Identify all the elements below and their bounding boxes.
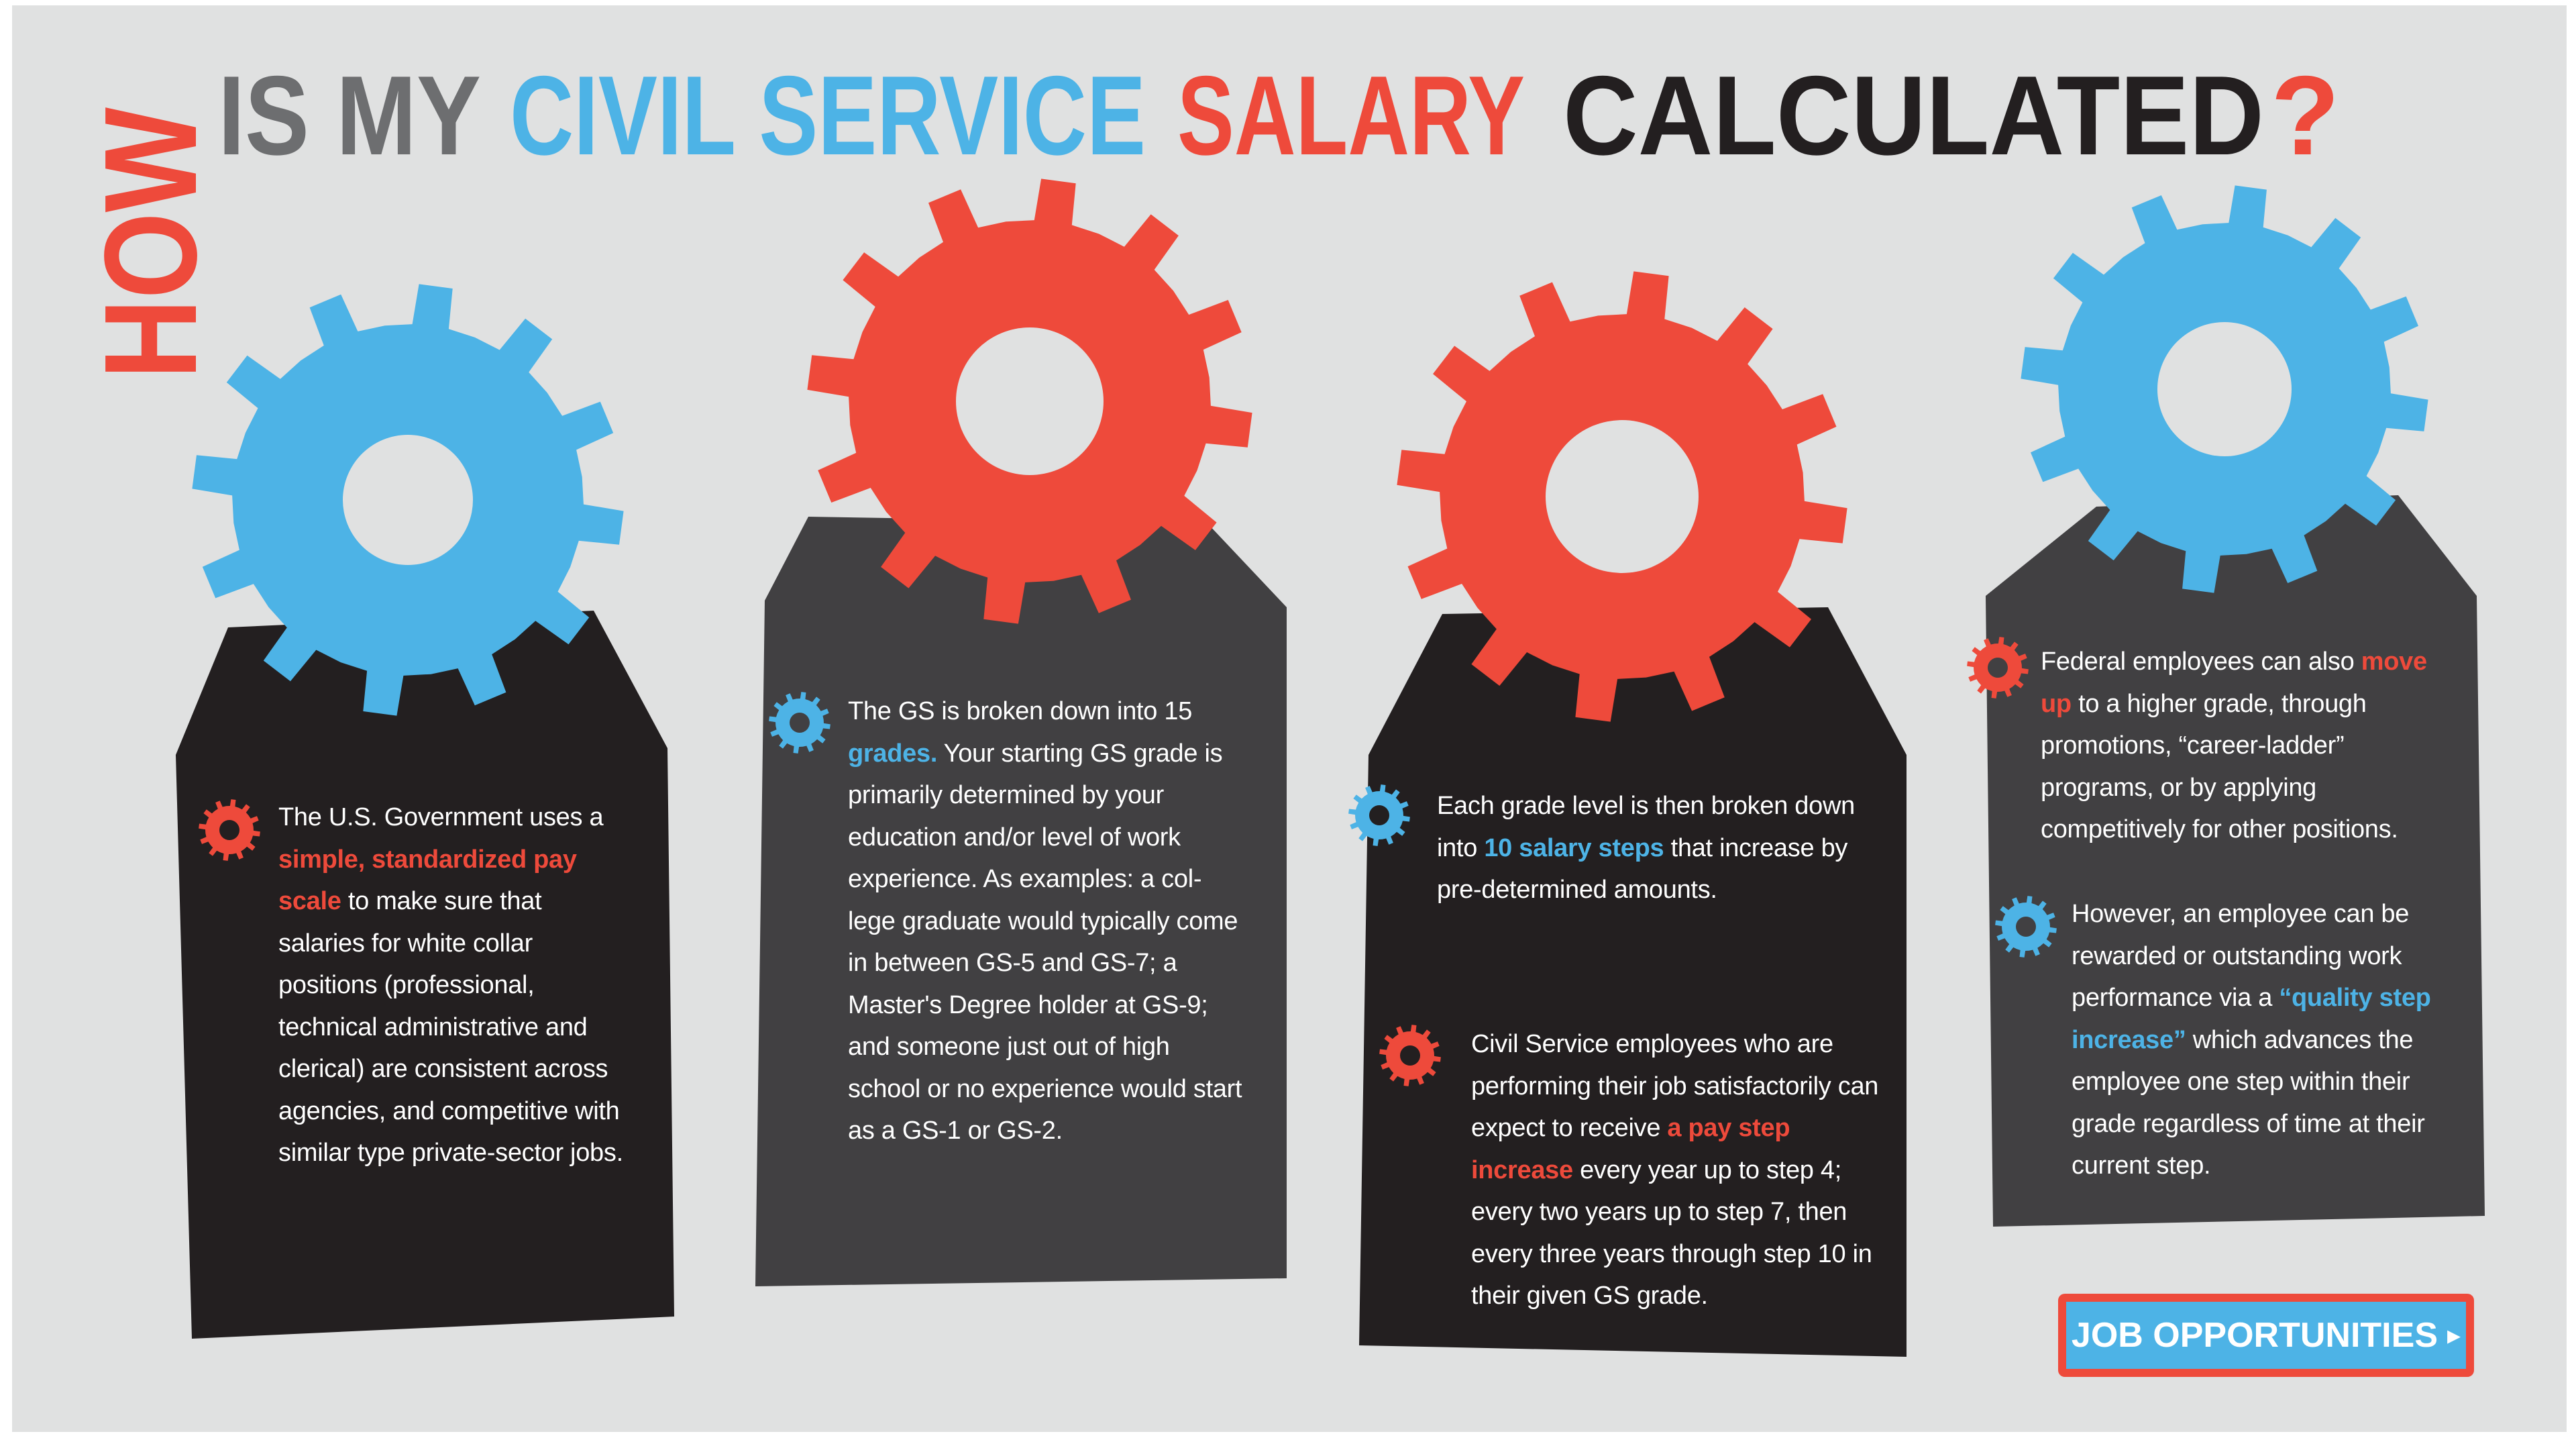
gear-icon [807, 178, 1252, 624]
panel-2-tag [755, 517, 1287, 1286]
panel-2-paragraph: The GS is broken down into 15 grades. Yo… [848, 690, 1244, 1152]
text-segment: The U.S. Government uses a [278, 803, 604, 831]
gear-hole [1400, 1045, 1420, 1066]
job-opportunities-button[interactable]: JOB OPPORTUNITIES ▸ [2058, 1294, 2474, 1377]
highlight-red: a pay step increase [1471, 1114, 1790, 1184]
title-is-my: IS MY [218, 52, 481, 178]
panel-1-tag [176, 611, 674, 1339]
panel-4-text-2: However, an employee can be rewarded or … [2072, 893, 2461, 1187]
panel-4-paragraph-2: However, an employee can be rewarded or … [2072, 893, 2461, 1187]
highlight-blue: 10 salary steps [1484, 833, 1664, 862]
highlight-blue: grades. [848, 739, 938, 768]
chevron-right-icon: ▸ [2447, 1321, 2461, 1350]
panel-3-paragraph-1: Each grade level is then broken down int… [1437, 785, 1880, 911]
panel-1-text: The U.S. Government uses a simple, stand… [278, 796, 627, 1174]
gear-hole [790, 713, 810, 733]
gear-hole [2157, 322, 2292, 456]
panel-1-paragraph: The U.S. Government uses a simple, stand… [278, 796, 627, 1174]
gear-bullet-icon [1348, 784, 1410, 846]
gear-bullet-icon [1967, 637, 2029, 699]
highlight-red: move up [2041, 648, 2427, 718]
gear-icon [1397, 271, 1847, 722]
gear-bullet-icon [769, 692, 830, 754]
title-question-mark: ? [2271, 52, 2340, 178]
title-how: HOW [77, 107, 224, 379]
text-segment: The GS is broken down into 15 [848, 697, 1193, 725]
text-segment: Each grade level is then broken down int… [1437, 792, 1855, 862]
job-opportunities-label: JOB OPPORTUNITIES [2071, 1316, 2438, 1355]
panel-3-text-2: Civil Service employees who are performi… [1471, 1023, 1894, 1317]
panel-4-tag [1986, 495, 2485, 1227]
gear-hole [219, 820, 239, 840]
panel-3-text: Each grade level is then broken down int… [1437, 785, 1880, 911]
text-segment: to a higher grade, through promotions, “… [2041, 689, 2398, 844]
panel-4-paragraph-1: Federal employees can also move up to a … [2041, 641, 2450, 851]
gear-bullet-icon [1379, 1025, 1441, 1086]
gear-hole [2016, 917, 2036, 937]
gear-icon [192, 284, 624, 716]
text-segment: every year up to step 4; every two years… [1471, 1155, 1872, 1310]
text-segment: that increase by pre-determined amounts. [1437, 833, 1848, 905]
text-segment: Civil Service employees who are performi… [1471, 1030, 1879, 1142]
title-calculated: CALCULATED [1563, 52, 2264, 178]
gear-bullet-icon [1995, 896, 2057, 958]
text-segment: Your starting GS grade is primarily dete… [848, 739, 1242, 1145]
text-segment: which advances the employee one step wit… [2072, 1025, 2425, 1180]
gear-hole [956, 327, 1104, 475]
title-civil-service: CIVIL SERVICE [510, 52, 1146, 178]
gear-hole [1369, 805, 1389, 825]
gear-hole [343, 435, 473, 565]
text-segment: However, an employee can be rewarded or … [2072, 900, 2410, 1012]
panel-3-paragraph-2: Civil Service employees who are performi… [1471, 1023, 1894, 1317]
panel-2-text: The GS is broken down into 15 grades. Yo… [848, 690, 1244, 1152]
text-segment: Federal employees can also [2041, 648, 2361, 676]
gear-hole [1546, 420, 1699, 573]
gear-icon [2021, 185, 2428, 593]
title-salary: SALARY [1177, 52, 1525, 178]
highlight-red: simple, standardized pay scale [278, 845, 577, 916]
panel-4-text: Federal employees can also move up to a … [2041, 641, 2450, 851]
text-segment: to make sure that salaries for white col… [278, 887, 623, 1167]
panel-3-tag [1359, 607, 1907, 1357]
gear-hole [1988, 658, 2008, 678]
gear-bullet-icon [199, 799, 260, 861]
highlight-blue: “quality step increase” [2072, 984, 2431, 1054]
